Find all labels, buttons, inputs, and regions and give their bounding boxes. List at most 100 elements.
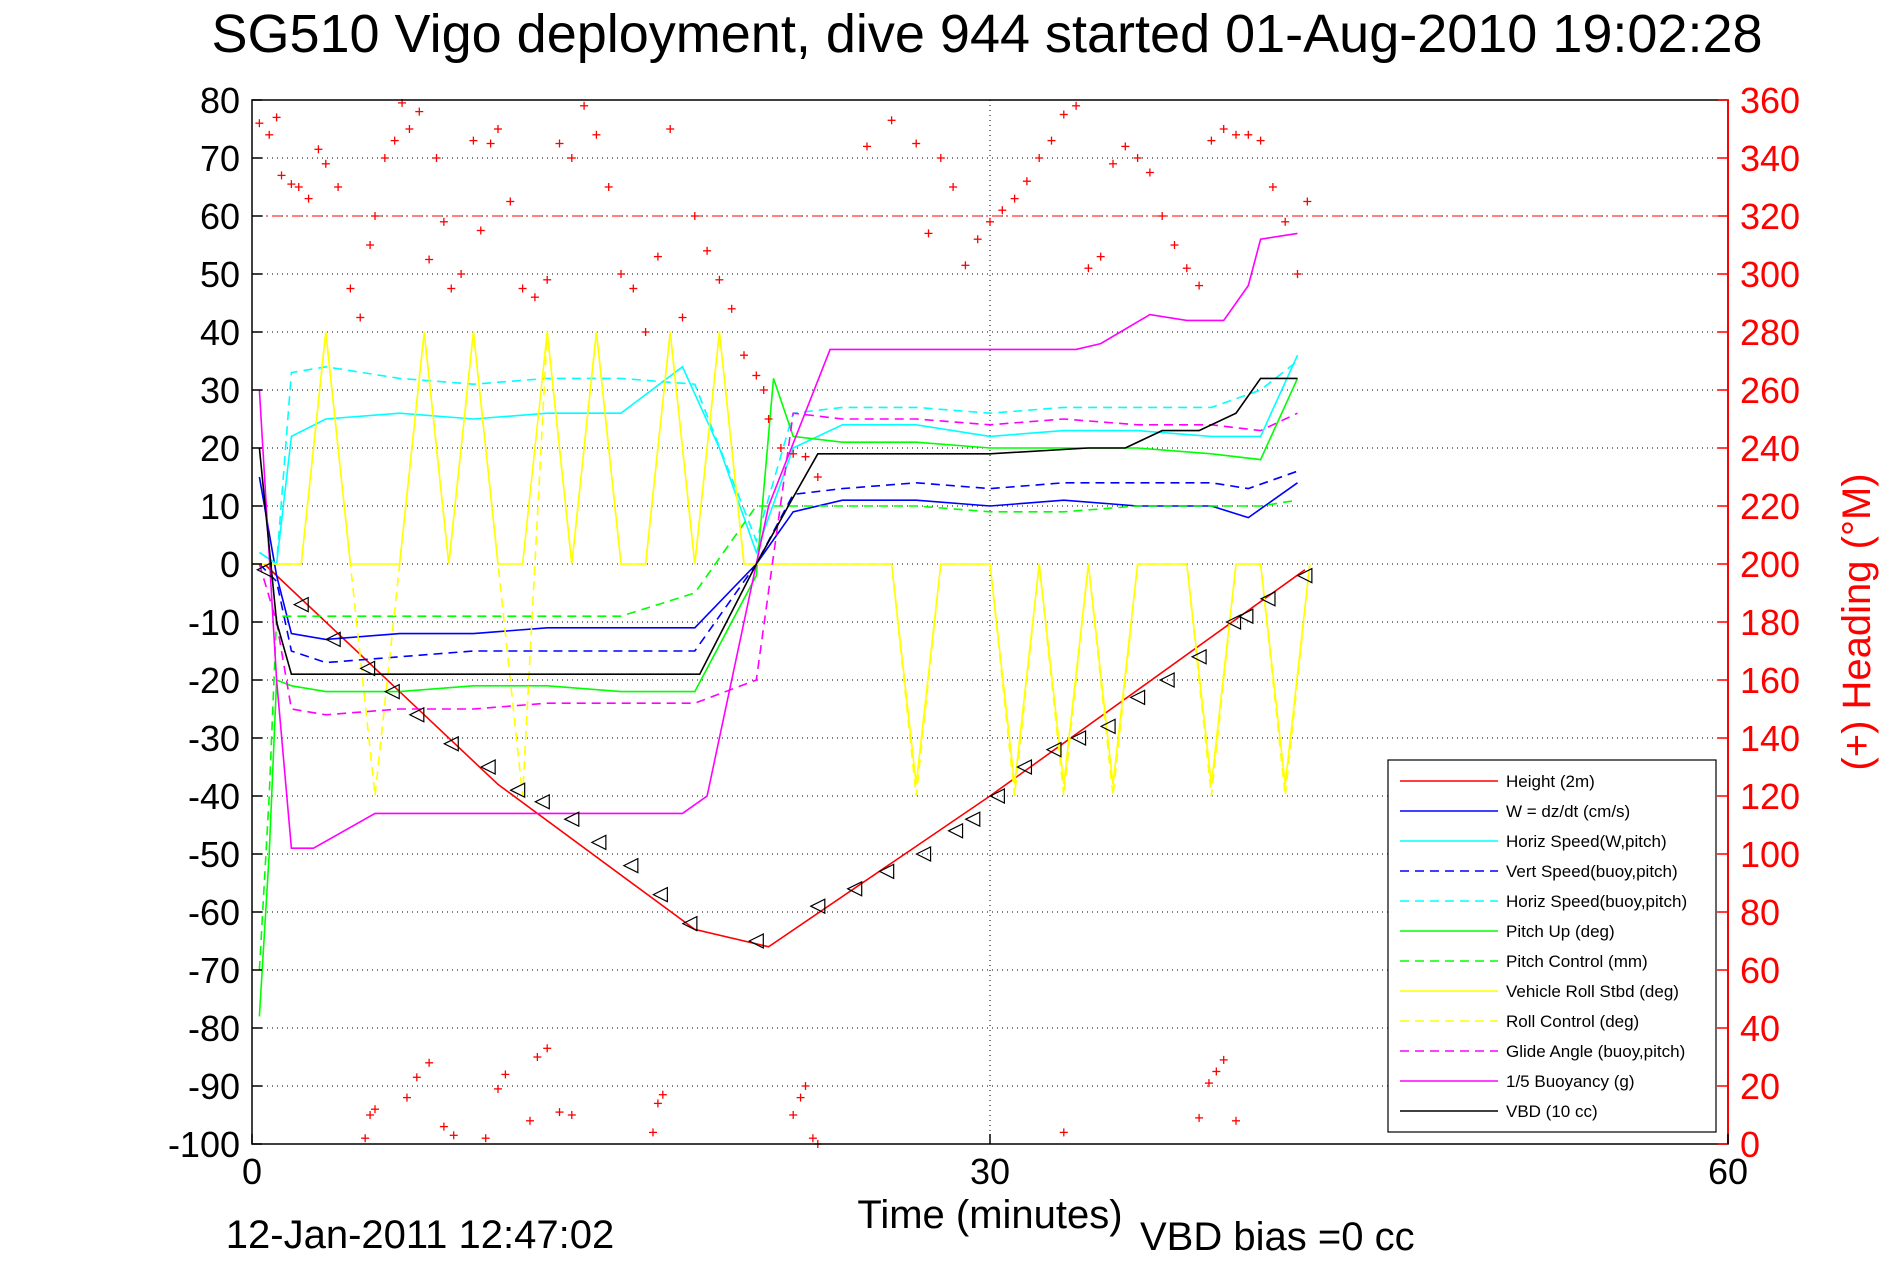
right-tick-label: 340 <box>1740 138 1800 179</box>
series-line <box>258 499 1298 971</box>
heading-point <box>494 1084 502 1093</box>
depth-marker <box>590 834 607 851</box>
depth-marker <box>324 631 341 648</box>
depth-marker <box>747 933 764 949</box>
heading-point <box>1207 136 1216 145</box>
left-tick-label: 60 <box>200 196 240 237</box>
heading-point <box>1232 1116 1240 1125</box>
heading-point <box>813 473 822 481</box>
heading-point <box>432 154 441 162</box>
heading-point <box>1219 125 1228 133</box>
heading-point <box>1293 270 1302 278</box>
legend-label: Pitch Up (deg) <box>1506 922 1615 941</box>
depth-marker <box>652 886 668 903</box>
heading-point <box>415 107 424 116</box>
heading-point <box>703 246 712 255</box>
left-tick-label: -40 <box>188 776 240 817</box>
heading-point <box>653 252 662 261</box>
heading-point <box>1268 183 1277 191</box>
depth-marker <box>383 683 400 700</box>
depth-marker <box>681 915 698 932</box>
depth-marker <box>846 880 863 897</box>
depth-marker <box>255 561 272 578</box>
right-tick-label: 220 <box>1740 486 1800 527</box>
heading-point <box>1084 264 1093 273</box>
heading-point <box>1035 154 1044 162</box>
right-axis-label: (+) Heading (°M) <box>1835 473 1879 770</box>
depth-marker <box>1045 741 1062 758</box>
left-tick-label: -70 <box>188 950 240 991</box>
heading-point <box>641 328 650 336</box>
footer-date: 12-Jan-2011 12:47:02 <box>226 1213 614 1257</box>
heading-point <box>543 275 552 284</box>
legend-label: VBD (10 cc) <box>1506 1102 1598 1121</box>
heading-point <box>533 1053 542 1061</box>
heading-point <box>469 136 478 145</box>
left-tick-label: -80 <box>188 1008 240 1049</box>
x-axis: 0 30 60 <box>242 1134 1748 1192</box>
heading-point <box>1195 1113 1204 1122</box>
depth-marker <box>878 863 895 880</box>
heading-point <box>1204 1079 1213 1088</box>
left-tick-label: -30 <box>188 718 240 759</box>
depth-marker <box>563 811 580 828</box>
heading-point <box>255 119 264 128</box>
heading-point <box>727 304 736 313</box>
heading-point <box>1303 197 1312 206</box>
right-tick-label: 300 <box>1740 254 1800 295</box>
depth-marker <box>533 793 550 810</box>
heading-point <box>998 206 1007 215</box>
depth-marker <box>408 706 425 723</box>
depth-marker <box>964 811 981 828</box>
depth-marker <box>1190 648 1207 665</box>
heading-point <box>666 125 675 133</box>
series-line <box>258 377 1298 676</box>
heading-point <box>715 275 724 284</box>
heading-point <box>366 1111 375 1119</box>
series-line <box>258 360 1298 566</box>
heading-point <box>924 229 933 238</box>
heading-point <box>567 154 576 162</box>
heading-point <box>1182 264 1191 273</box>
heading-scatter <box>255 98 1312 1148</box>
heading-point <box>629 284 638 293</box>
depth-marker <box>622 857 639 874</box>
heading-point <box>321 159 330 168</box>
heading-point <box>887 116 896 125</box>
depth-marker <box>1070 730 1087 746</box>
heading-point <box>1244 130 1253 139</box>
heading-point <box>525 1116 534 1125</box>
left-tick-label: 40 <box>200 312 240 353</box>
heading-point <box>1195 281 1204 290</box>
left-tick-label: 80 <box>200 80 240 121</box>
depth-marker <box>1259 590 1276 607</box>
heading-point <box>1047 136 1056 145</box>
left-tick-label: -90 <box>188 1066 240 1107</box>
heading-point <box>690 212 699 220</box>
heading-point <box>653 1099 662 1108</box>
left-tick-label: -10 <box>188 602 240 643</box>
heading-point <box>1059 1128 1068 1137</box>
left-tick-label: 10 <box>200 486 240 527</box>
heading-point <box>796 1093 805 1102</box>
depth-marker <box>1158 672 1175 688</box>
legend-label: Vert Speed(buoy,pitch) <box>1506 862 1678 881</box>
heading-point <box>961 261 970 270</box>
heading-point <box>530 293 539 302</box>
depth-marker <box>1099 718 1116 735</box>
heading-point <box>402 1093 411 1102</box>
right-tick-label: 60 <box>1740 950 1780 991</box>
heading-point <box>304 194 313 203</box>
legend-box <box>1387 759 1717 1133</box>
heading-point <box>1010 194 1019 203</box>
right-tick-label: 160 <box>1740 660 1800 701</box>
right-tick-label: 80 <box>1740 892 1780 933</box>
heading-point <box>1022 177 1031 186</box>
heading-point <box>449 1131 458 1140</box>
right-tick-label: 320 <box>1740 196 1800 237</box>
legend: Height (2m) W = dz/dt (cm/s) Horiz Speed(W… <box>1387 759 1717 1133</box>
legend-label: W = dz/dt (cm/s) <box>1506 802 1630 821</box>
heading-point <box>287 180 296 189</box>
right-tick-label: 240 <box>1740 428 1800 469</box>
